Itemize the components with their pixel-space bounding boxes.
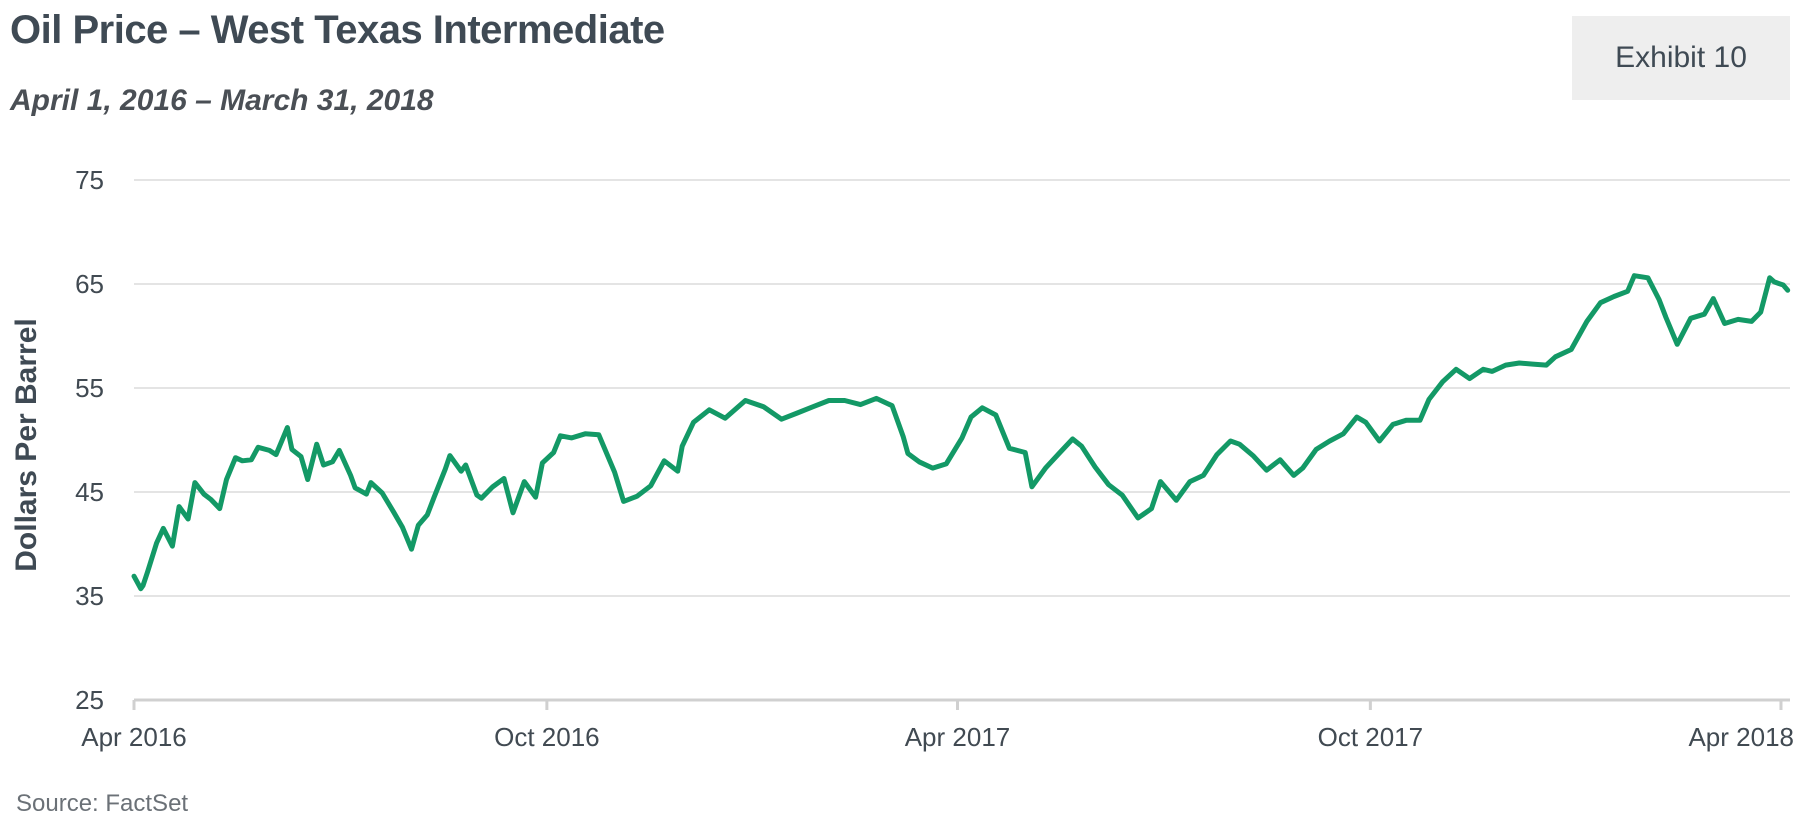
x-tick-label: Apr 2017 [905, 722, 1011, 752]
y-tick-label: 75 [75, 165, 104, 195]
x-tick-label: Oct 2017 [1318, 722, 1424, 752]
series-layer [131, 273, 1791, 592]
chart-title: Oil Price – West Texas Intermediate [10, 8, 665, 52]
x-tick-label: Apr 2016 [81, 722, 187, 752]
y-tick-label: 25 [75, 685, 104, 715]
y-tick-label: 65 [75, 269, 104, 299]
series-line-wti [131, 273, 1791, 592]
x-axis: Apr 2016 Oct 2016 Apr 2017 Oct 2017 Apr 2018 [81, 698, 1794, 752]
y-axis-ticks: 25 35 45 55 65 75 [75, 165, 104, 715]
x-tick-label: Oct 2016 [494, 722, 600, 752]
gridlines [134, 179, 1790, 597]
y-tick-label: 55 [75, 373, 104, 403]
chart-subtitle: April 1, 2016 – March 31, 2018 [10, 84, 434, 117]
y-axis-title: Dollars Per Barrel [10, 318, 43, 571]
y-tick-label: 35 [75, 581, 104, 611]
y-tick-label: 45 [75, 477, 104, 507]
exhibit-badge: Exhibit 10 [1572, 16, 1790, 100]
x-tick-label: Apr 2018 [1688, 722, 1794, 752]
source-note: Source: FactSet [16, 790, 189, 817]
